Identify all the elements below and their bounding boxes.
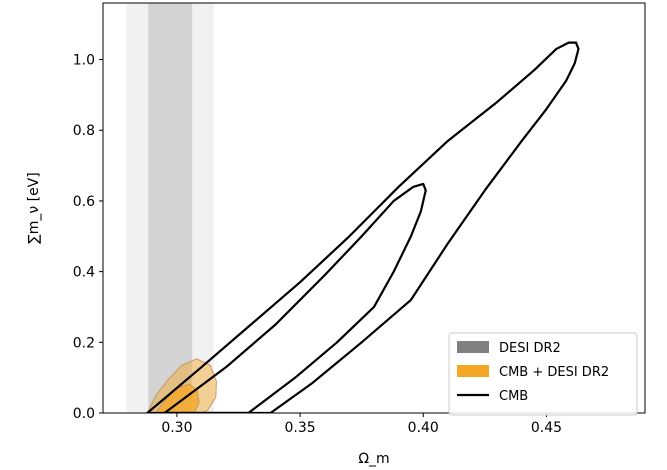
x-tick-label: 0.40 bbox=[408, 420, 439, 436]
y-tick-label: 0.6 bbox=[73, 194, 95, 210]
y-tick-label: 0.8 bbox=[73, 123, 95, 139]
x-tick-label: 0.45 bbox=[531, 420, 562, 436]
y-axis-label: ∑m_ν [eV] bbox=[26, 172, 42, 243]
legend: DESI DR2 CMB + DESI DR2 CMB bbox=[448, 332, 638, 416]
legend-swatch bbox=[457, 365, 489, 377]
y-tick-label: 1.0 bbox=[73, 53, 95, 69]
legend-label: CMB + DESI DR2 bbox=[499, 365, 609, 380]
cmb-contour-68 bbox=[163, 182, 427, 413]
x-axis-label: Ω_m bbox=[358, 451, 389, 467]
legend-label: CMB bbox=[499, 389, 528, 404]
x-axis: 0.30 0.35 0.40 0.45 bbox=[161, 413, 562, 436]
desi-band-68 bbox=[148, 3, 193, 413]
y-tick-label: 0.2 bbox=[73, 335, 95, 351]
y-axis: 0.0 0.2 0.4 0.6 0.8 1.0 bbox=[73, 53, 103, 422]
legend-label: DESI DR2 bbox=[499, 341, 561, 356]
cmb-contour-95 bbox=[146, 41, 580, 413]
x-tick-label: 0.35 bbox=[285, 420, 316, 436]
cmb-desi-contour-68 bbox=[155, 383, 200, 413]
legend-swatch bbox=[457, 341, 489, 353]
legend-box bbox=[448, 332, 638, 416]
desi-band-95 bbox=[126, 3, 214, 413]
x-tick-label: 0.30 bbox=[161, 420, 192, 436]
y-tick-label: 0.0 bbox=[73, 406, 95, 422]
plot-area bbox=[126, 3, 580, 413]
plot-frame bbox=[102, 2, 646, 414]
y-tick-label: 0.4 bbox=[73, 265, 95, 281]
